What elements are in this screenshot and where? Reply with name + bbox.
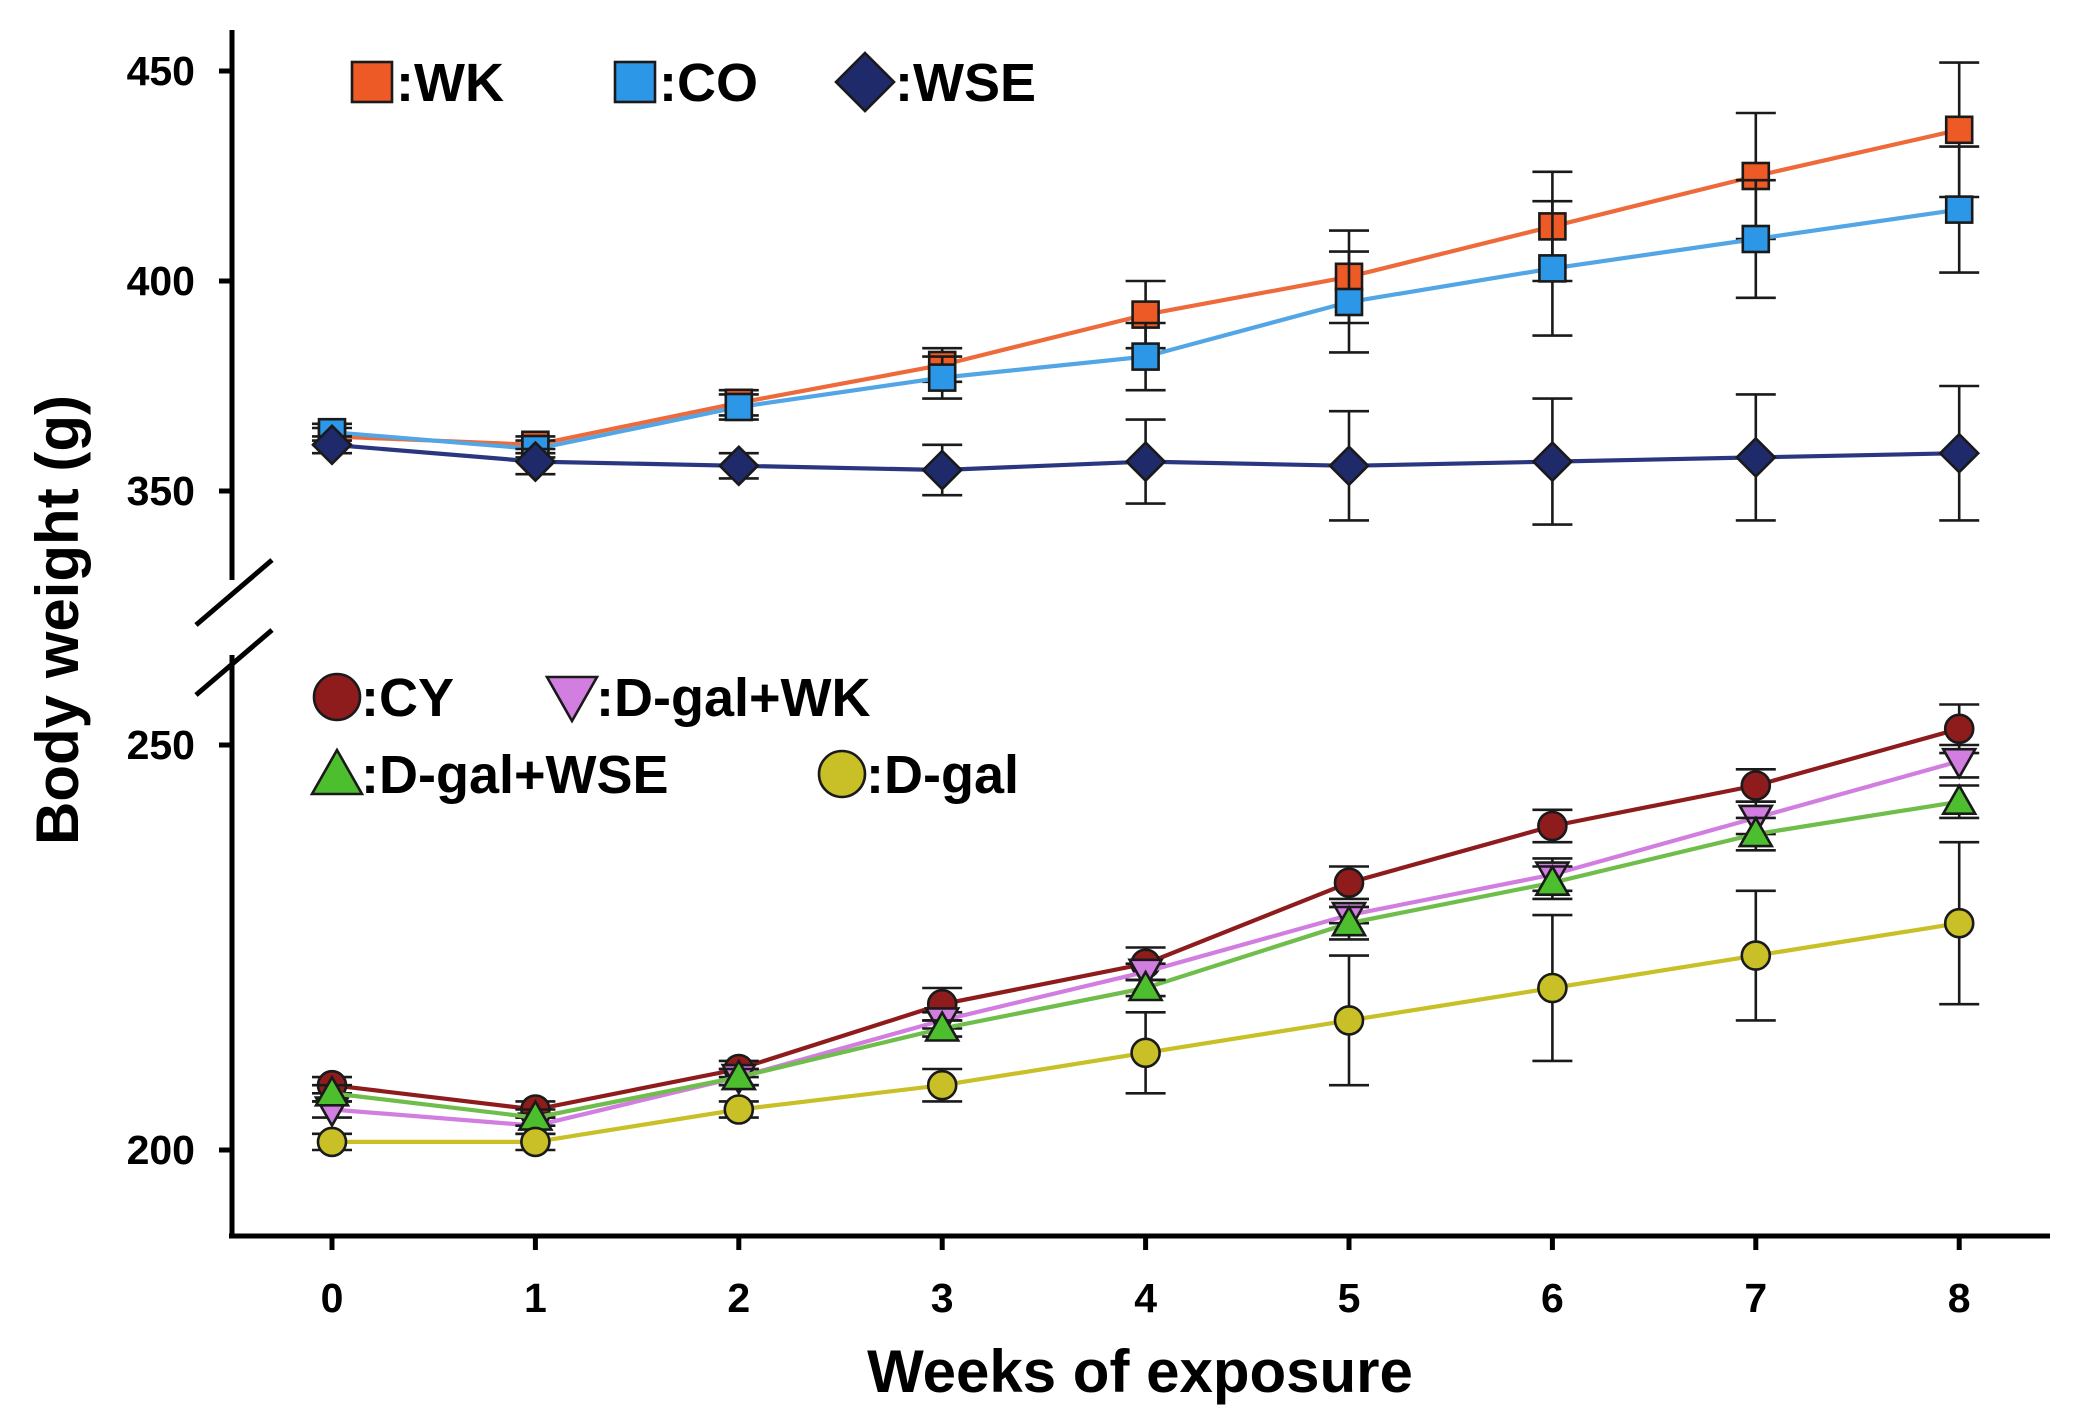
series-wse — [311, 384, 1981, 526]
point-d-gal-wse-2 — [720, 1058, 758, 1091]
legend-label-d-gal: :D-gal — [866, 745, 1019, 805]
legend-marker-wse — [834, 51, 896, 113]
point-d-gal-4 — [1130, 1037, 1161, 1069]
point-wse-2 — [717, 444, 760, 487]
legend-item-d-gal: :D-gal — [817, 745, 1019, 805]
y-axis-title: Body weight (g) — [24, 395, 91, 845]
axis-break-mark-top — [194, 558, 274, 627]
point-d-gal-8 — [1943, 907, 1975, 939]
legend-label-wse: :WSE — [895, 53, 1036, 113]
point-wse-7 — [1734, 436, 1777, 479]
point-d-gal-wse-5 — [1330, 904, 1368, 937]
x-tick-label-2: 2 — [727, 1275, 750, 1321]
point-cy-6 — [1537, 810, 1568, 842]
point-co-7 — [1741, 224, 1771, 254]
y-tick-label-250: 250 — [127, 722, 195, 768]
series-d-gal — [312, 840, 1980, 1158]
point-cy-5 — [1333, 867, 1365, 899]
point-d-gal-6 — [1537, 972, 1568, 1004]
legend-item-cy: :CY — [312, 668, 454, 728]
point-cy-7 — [1740, 770, 1772, 801]
legend-marker-co — [613, 60, 657, 104]
legend-marker-cy — [312, 672, 362, 722]
x-tick-label-0: 0 — [321, 1275, 344, 1321]
legend-label-wk: :WK — [396, 53, 504, 113]
legend: :WK :CO :WSE :CY :D-gal+WK :D-gal+WSE :D-gal — [309, 51, 1036, 805]
ticks: 0 1 2 3 4 5 6 7 8 350 400 450 200 250 — [127, 48, 1971, 1321]
point-wse-1 — [514, 440, 557, 483]
point-d-gal-0 — [316, 1126, 348, 1158]
point-d-gal-wse-3 — [923, 1009, 961, 1042]
x-tick-label-5: 5 — [1338, 1275, 1361, 1321]
axis-break-mark-bottom — [194, 628, 274, 697]
point-wk-8 — [1944, 115, 1974, 145]
point-co-5 — [1334, 287, 1364, 317]
axes — [194, 30, 2050, 1239]
legend-item-co: :CO — [613, 53, 758, 113]
point-d-gal-wse-4 — [1127, 969, 1164, 1002]
x-tick-label-8: 8 — [1948, 1275, 1971, 1321]
legend-label-d-gal-wse: :D-gal+WSE — [361, 745, 669, 805]
point-d-gal-7 — [1740, 940, 1772, 971]
y-tick-label-400: 400 — [127, 258, 195, 304]
point-wse-5 — [1328, 444, 1370, 487]
x-tick-label-3: 3 — [931, 1275, 954, 1321]
legend-label-cy: :CY — [361, 668, 454, 728]
x-tick-label-7: 7 — [1744, 1275, 1767, 1321]
point-d-gal-wk-8 — [1940, 747, 1978, 780]
x-axis-title: Weeks of exposure — [867, 1338, 1413, 1405]
point-co-2 — [724, 392, 754, 422]
legend-item-wse: :WSE — [834, 51, 1036, 113]
legend-item-d-gal-wse: :D-gal+WSE — [309, 745, 669, 805]
x-tick-label-6: 6 — [1541, 1275, 1564, 1321]
y-tick-label-200: 200 — [127, 1127, 195, 1173]
plot-area — [311, 61, 1981, 1158]
y-tick-label-450: 450 — [127, 48, 195, 94]
series-wk — [312, 61, 1980, 460]
legend-label-co: :CO — [659, 53, 758, 113]
series-d-gal-wse — [312, 783, 1980, 1131]
point-co-6 — [1538, 254, 1567, 283]
legend-marker-wk — [350, 60, 394, 104]
x-tick-label-1: 1 — [524, 1275, 547, 1321]
y-tick-label-350: 350 — [127, 468, 195, 514]
point-co-3 — [927, 363, 957, 392]
point-co-4 — [1131, 342, 1160, 371]
point-cy-8 — [1943, 713, 1975, 745]
point-d-gal-wse-6 — [1534, 864, 1571, 897]
legend-item-wk: :WK — [350, 53, 504, 113]
point-d-gal-wse-8 — [1940, 783, 1978, 816]
point-co-8 — [1944, 195, 1974, 224]
legend-label-d-gal-wk: :D-gal+WK — [596, 668, 870, 728]
series-co — [312, 145, 1980, 464]
point-wse-8 — [1938, 432, 1981, 475]
point-wse-3 — [921, 449, 964, 491]
point-d-gal-2 — [723, 1094, 755, 1125]
legend-marker-d-gal-wk — [544, 675, 600, 724]
x-tick-label-4: 4 — [1134, 1275, 1157, 1321]
point-wse-4 — [1124, 440, 1167, 483]
legend-marker-d-gal-wse — [309, 747, 365, 796]
point-d-gal-5 — [1333, 1005, 1365, 1036]
point-wse-6 — [1531, 440, 1574, 483]
point-d-gal-wse-7 — [1737, 815, 1775, 848]
point-d-gal-wse-0 — [313, 1074, 351, 1107]
legend-item-d-gal-wk: :D-gal+WK — [544, 668, 870, 728]
point-d-gal-3 — [926, 1069, 958, 1101]
legend-marker-d-gal — [817, 749, 867, 799]
point-d-gal-1 — [520, 1126, 551, 1158]
point-wse-0 — [311, 423, 353, 466]
